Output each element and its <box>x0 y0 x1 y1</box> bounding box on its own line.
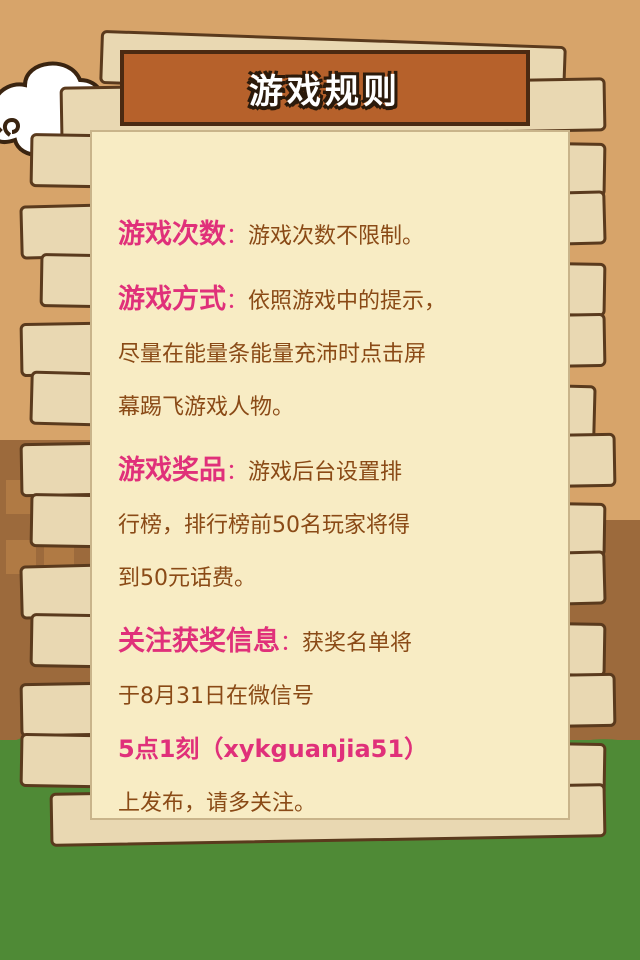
rule-label: 游戏次数 <box>118 219 226 250</box>
rule-text: 到50元话费。 <box>118 566 256 591</box>
rule-play-count: 游戏次数：游戏次数不限制。 <box>118 208 558 263</box>
rule-label: 关注获奖信息 <box>118 626 280 657</box>
title-banner: 游戏规则 <box>120 50 530 126</box>
rule-colon: ： <box>226 460 249 485</box>
rule-text: 依照游戏中的提示， <box>248 289 447 314</box>
rule-label: 游戏奖品 <box>118 455 226 486</box>
rule-text: 行榜，排行榜前50名玩家将得 <box>118 513 410 538</box>
rule-colon: ： <box>280 631 303 656</box>
rule-prizes: 游戏奖品：游戏后台设置排 行榜，排行榜前50名玩家将得 到50元话费。 <box>118 444 558 605</box>
rule-colon: ： <box>226 224 249 249</box>
rule-text: 于8月31日在微信号 <box>118 684 314 709</box>
rule-colon: ： <box>226 289 249 314</box>
rule-text: 获奖名单将 <box>302 631 413 656</box>
rule-play-method: 游戏方式：依照游戏中的提示， 尽量在能量条能量充沛时点击屏 幕踢飞游戏人物。 <box>118 273 558 434</box>
wechat-account: 5点1刻（xykguanjia51） <box>118 735 429 763</box>
rule-text: 游戏次数不限制。 <box>248 224 425 249</box>
rules-paper <box>90 130 570 820</box>
rule-follow-info: 关注获奖信息：获奖名单将 于8月31日在微信号 5点1刻（xykguanjia5… <box>118 615 558 830</box>
page-title: 游戏规则 <box>249 71 401 112</box>
rule-text: 游戏后台设置排 <box>248 460 403 485</box>
rules-list: 游戏次数：游戏次数不限制。 游戏方式：依照游戏中的提示， 尽量在能量条能量充沛时… <box>118 208 558 840</box>
rule-text: 尽量在能量条能量充沛时点击屏 <box>118 342 427 367</box>
rule-text: 幕踢飞游戏人物。 <box>118 395 295 420</box>
rule-text: 上发布，请多关注。 <box>118 791 317 816</box>
rule-label: 游戏方式 <box>118 284 226 315</box>
